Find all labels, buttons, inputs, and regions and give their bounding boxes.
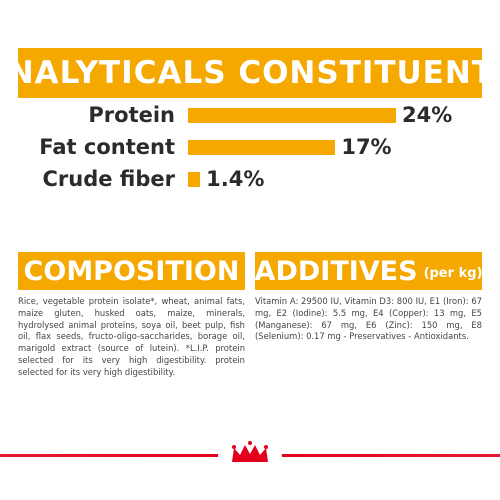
composition-text: Rice, vegetable protein isolate*, wheat,… (18, 296, 245, 377)
additives-title: ADDITIVES (254, 255, 418, 287)
chart-title: ANALYTICALS CONSTITUENTS (0, 48, 500, 98)
footer (0, 441, 500, 470)
category-label: Protein (88, 103, 175, 127)
bar (188, 171, 201, 187)
value-label: 1.4% (206, 167, 265, 191)
bar (188, 139, 336, 155)
logo-dot (248, 441, 252, 445)
additives-header: ADDITIVES (per kg) (255, 252, 482, 290)
bar (188, 107, 396, 123)
composition-title: COMPOSITION (18, 252, 245, 290)
additives-subtitle: (per kg) (423, 266, 483, 281)
category-label: Crude fiber (42, 167, 175, 191)
logo-dot (232, 445, 236, 449)
value-label: 17% (341, 135, 392, 159)
additives-text: Vitamin A: 29500 IU, Vitamin D3: 800 IU,… (255, 296, 482, 342)
category-label: Fat content (39, 135, 175, 159)
logo-crown (232, 445, 268, 462)
value-label: 24% (402, 103, 453, 127)
logo-dot (264, 445, 268, 449)
